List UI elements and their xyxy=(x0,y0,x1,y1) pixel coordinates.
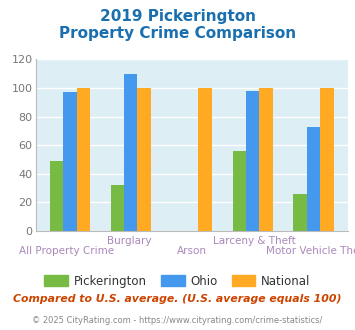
Text: All Property Crime: All Property Crime xyxy=(19,246,114,256)
Bar xyxy=(246,91,260,231)
Legend: Pickerington, Ohio, National: Pickerington, Ohio, National xyxy=(39,270,316,292)
Bar xyxy=(124,74,137,231)
Bar xyxy=(50,161,63,231)
Bar xyxy=(63,92,77,231)
Text: © 2025 CityRating.com - https://www.cityrating.com/crime-statistics/: © 2025 CityRating.com - https://www.city… xyxy=(32,316,323,325)
Text: 2019 Pickerington: 2019 Pickerington xyxy=(99,10,256,24)
Bar xyxy=(260,88,273,231)
Bar xyxy=(307,127,320,231)
Text: Burglary: Burglary xyxy=(107,236,152,246)
Bar xyxy=(294,194,307,231)
Text: Property Crime Comparison: Property Crime Comparison xyxy=(59,26,296,41)
Bar xyxy=(111,185,124,231)
Bar xyxy=(320,88,334,231)
Bar xyxy=(233,151,246,231)
Text: Motor Vehicle Theft: Motor Vehicle Theft xyxy=(266,246,355,256)
Text: Arson: Arson xyxy=(177,246,207,256)
Text: Larceny & Theft: Larceny & Theft xyxy=(213,236,296,246)
Bar xyxy=(77,88,90,231)
Bar xyxy=(137,88,151,231)
Text: Compared to U.S. average. (U.S. average equals 100): Compared to U.S. average. (U.S. average … xyxy=(13,294,342,304)
Bar xyxy=(198,88,212,231)
